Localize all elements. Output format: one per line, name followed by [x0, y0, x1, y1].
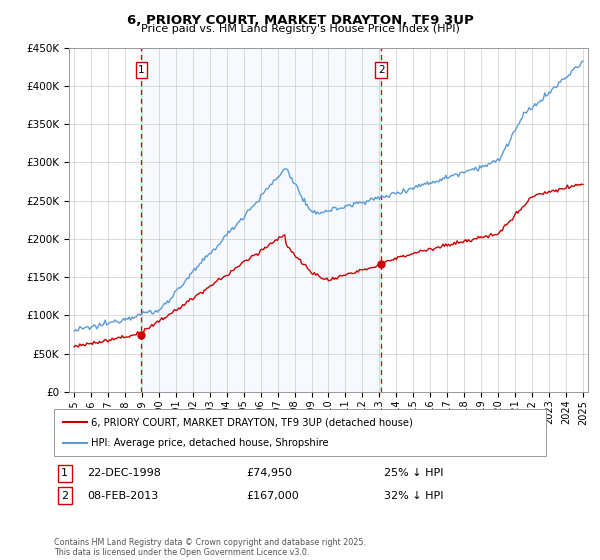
Text: HPI: Average price, detached house, Shropshire: HPI: Average price, detached house, Shro…: [91, 438, 329, 448]
Text: 6, PRIORY COURT, MARKET DRAYTON, TF9 3UP (detached house): 6, PRIORY COURT, MARKET DRAYTON, TF9 3UP…: [91, 417, 413, 427]
Text: 1: 1: [138, 65, 145, 75]
Text: £74,950: £74,950: [246, 468, 292, 478]
Text: 1: 1: [61, 468, 68, 478]
Text: 6, PRIORY COURT, MARKET DRAYTON, TF9 3UP: 6, PRIORY COURT, MARKET DRAYTON, TF9 3UP: [127, 14, 473, 27]
Text: 32% ↓ HPI: 32% ↓ HPI: [384, 491, 443, 501]
Text: 2: 2: [61, 491, 68, 501]
Text: Price paid vs. HM Land Registry's House Price Index (HPI): Price paid vs. HM Land Registry's House …: [140, 24, 460, 34]
Text: 22-DEC-1998: 22-DEC-1998: [87, 468, 161, 478]
Text: Contains HM Land Registry data © Crown copyright and database right 2025.
This d: Contains HM Land Registry data © Crown c…: [54, 538, 366, 557]
Bar: [142, 48, 381, 392]
Text: 25% ↓ HPI: 25% ↓ HPI: [384, 468, 443, 478]
Text: £167,000: £167,000: [246, 491, 299, 501]
Text: 08-FEB-2013: 08-FEB-2013: [87, 491, 158, 501]
Text: 2: 2: [378, 65, 385, 75]
